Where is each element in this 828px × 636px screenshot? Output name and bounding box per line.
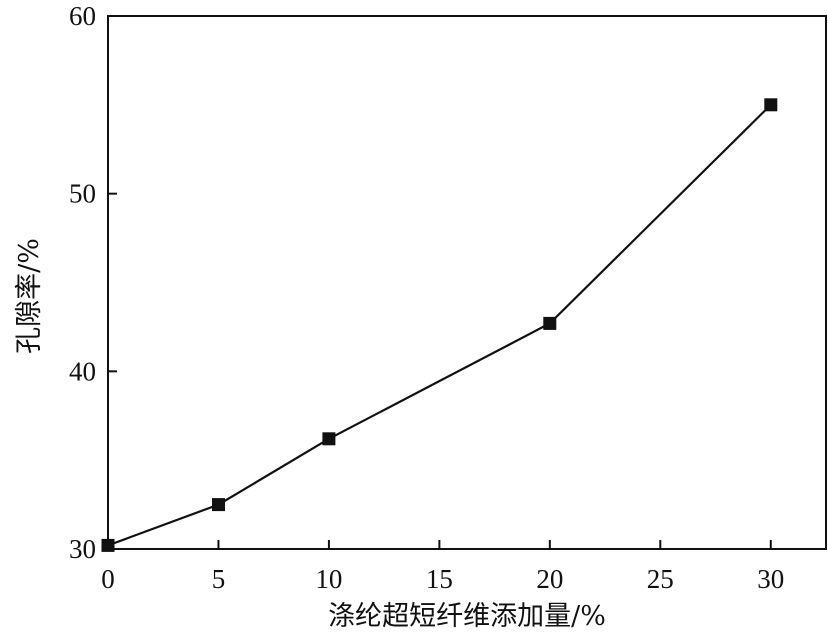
data-point-marker (764, 98, 778, 112)
y-tick-label: 50 (69, 179, 96, 209)
x-tick-label: 20 (536, 564, 563, 594)
data-point-marker (543, 316, 557, 330)
x-tick-label: 5 (212, 564, 226, 594)
x-tick-label: 25 (647, 564, 674, 594)
y-axis-title: 孔隙率/% (14, 238, 45, 354)
y-tick-label: 30 (69, 534, 96, 564)
data-point-marker (101, 538, 115, 552)
x-axis-ticks: 0 5 10 15 20 25 30 (101, 540, 784, 594)
y-tick-label: 60 (69, 1, 96, 31)
plot-frame (107, 15, 827, 550)
x-tick-label: 30 (757, 564, 784, 594)
y-axis-ticks: 30 40 50 60 (69, 1, 117, 564)
x-tick-label: 15 (426, 564, 453, 594)
x-tick-label: 0 (101, 564, 115, 594)
series-layer (101, 98, 778, 552)
data-point-marker (322, 432, 336, 446)
data-point-marker (212, 498, 225, 512)
y-tick-label: 40 (69, 356, 96, 386)
series-line (107, 104, 772, 547)
x-axis-title: 涤纶超短纤维添加量/% (328, 601, 606, 632)
x-tick-label: 10 (315, 564, 342, 594)
